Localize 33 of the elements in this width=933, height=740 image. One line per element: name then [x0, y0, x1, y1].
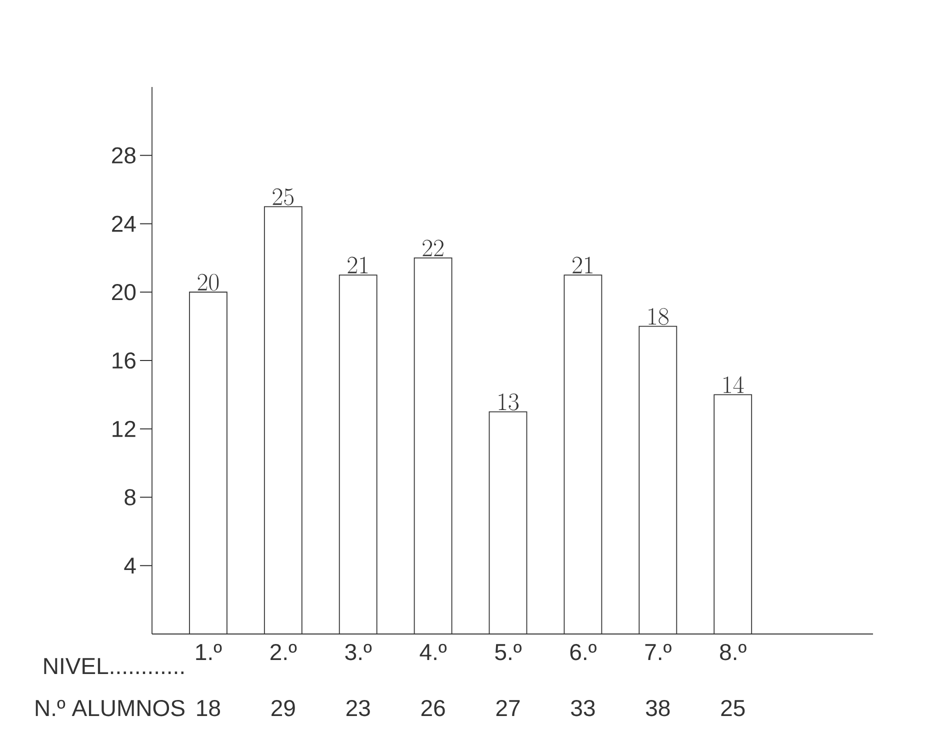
- text: 33: [571, 700, 595, 716]
- text: 26: [421, 700, 445, 716]
- y-tick-label: 12: [112, 420, 136, 437]
- data-label: 25: [272, 188, 294, 206]
- data-label: 13: [498, 394, 519, 410]
- y-tick-label: 24: [112, 216, 136, 232]
- text: 27: [496, 700, 520, 716]
- y-tick-label: 28: [112, 147, 136, 164]
- data-label: 20: [198, 274, 219, 291]
- x-tick-label: 1.º: [196, 644, 222, 660]
- x-tick-label: 7.º: [645, 644, 672, 660]
- y-tick-label: 20: [112, 284, 136, 300]
- x-tick-label: 8.º: [720, 644, 746, 660]
- x-tick-label: 5.º: [495, 644, 522, 660]
- x-tick-label: 6.º: [570, 644, 596, 660]
- x-axis-title: NIVEL............: [44, 658, 184, 674]
- y-tick-label: 4: [124, 558, 136, 574]
- text: 38: [646, 700, 670, 716]
- text: 23: [346, 700, 370, 716]
- text: 29: [272, 700, 295, 716]
- x-tick-label: 2.º: [270, 644, 297, 660]
- data-label: 22: [422, 240, 444, 256]
- text: 18: [197, 700, 220, 716]
- data-label: 18: [648, 308, 668, 325]
- y-tick-label: 16: [112, 352, 136, 369]
- text: 25: [721, 700, 745, 716]
- data-label: 14: [724, 376, 744, 393]
- data-label: 21: [348, 256, 368, 274]
- x-tick-label: 3.º: [345, 644, 372, 660]
- text: N.º ALUMNOS: [36, 700, 184, 716]
- y-tick-label: 8: [124, 489, 136, 506]
- x-tick-label: 4.º: [420, 644, 447, 660]
- data-label: 21: [572, 256, 592, 274]
